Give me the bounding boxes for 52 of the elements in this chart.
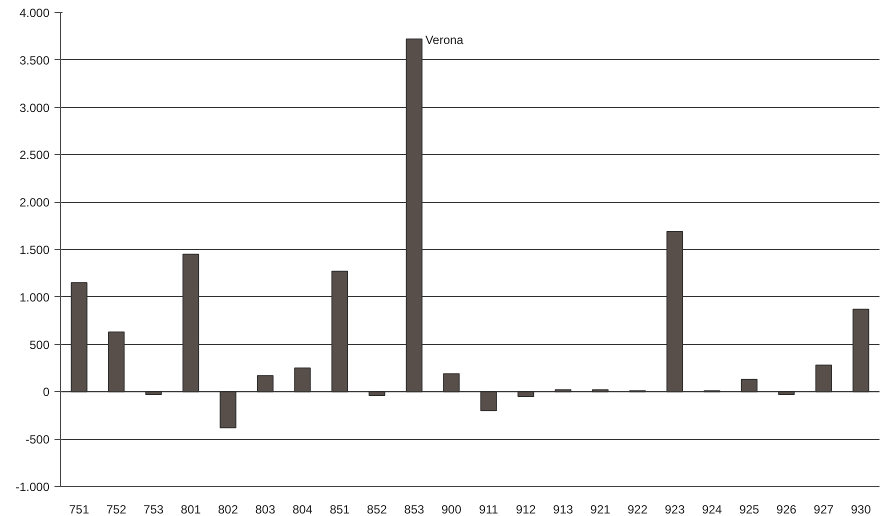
x-tick-label: 753 — [144, 502, 164, 516]
bar — [443, 373, 460, 392]
y-tick-label: 3.500 — [19, 53, 50, 68]
x-tick-label: 930 — [850, 502, 872, 516]
bar — [740, 378, 758, 392]
x-tick-label: 751 — [69, 502, 90, 516]
bar — [182, 254, 200, 392]
x-tick-label: 921 — [590, 502, 611, 516]
bar — [518, 391, 534, 397]
bar — [666, 230, 684, 392]
y-tick-label: -1.000 — [15, 480, 50, 494]
x-tick-label: 923 — [664, 502, 686, 516]
bar — [70, 282, 88, 392]
bar — [256, 375, 274, 392]
bar — [480, 391, 497, 412]
y-tick-label: 2.500 — [19, 148, 50, 162]
bar — [145, 391, 162, 396]
y-tick-label: 1.500 — [19, 243, 50, 257]
bar — [368, 391, 386, 396]
bar — [108, 331, 125, 392]
bar — [852, 308, 870, 392]
y-tick-label: 2.000 — [19, 196, 50, 210]
x-tick-label: 852 — [366, 502, 388, 516]
bar — [778, 391, 795, 396]
x-tick-label: 912 — [516, 502, 536, 516]
x-tick-label: 926 — [776, 502, 797, 516]
x-tick-label: 804 — [292, 502, 313, 516]
bar — [294, 368, 311, 392]
y-tick-label: 1.000 — [19, 290, 50, 304]
y-tick-label: 4.000 — [19, 6, 50, 20]
x-tick-label: 900 — [441, 502, 462, 516]
x-tick-label: 803 — [255, 502, 276, 516]
x-tick-label: 922 — [628, 502, 648, 516]
x-tick-label: 925 — [739, 502, 760, 516]
x-tick-label: 927 — [814, 502, 834, 516]
bar — [331, 270, 348, 392]
bar — [406, 38, 422, 392]
y-tick-label: -500 — [25, 432, 50, 447]
bar — [815, 364, 832, 392]
bar — [220, 391, 236, 428]
annotation: Verona — [425, 33, 464, 48]
y-tick-label: 3.000 — [19, 100, 50, 115]
x-tick-label: 924 — [702, 502, 722, 516]
x-tick-label: 853 — [404, 502, 424, 516]
x-tick-label: 802 — [218, 502, 238, 516]
x-tick-label: 911 — [479, 502, 499, 516]
x-tick-label: 913 — [553, 502, 574, 516]
x-tick-label: 752 — [106, 502, 127, 516]
y-tick-label: 0 — [42, 385, 50, 400]
x-tick-label: 851 — [330, 502, 350, 516]
y-tick-label: 500 — [29, 338, 50, 352]
x-tick-label: 801 — [180, 502, 202, 516]
